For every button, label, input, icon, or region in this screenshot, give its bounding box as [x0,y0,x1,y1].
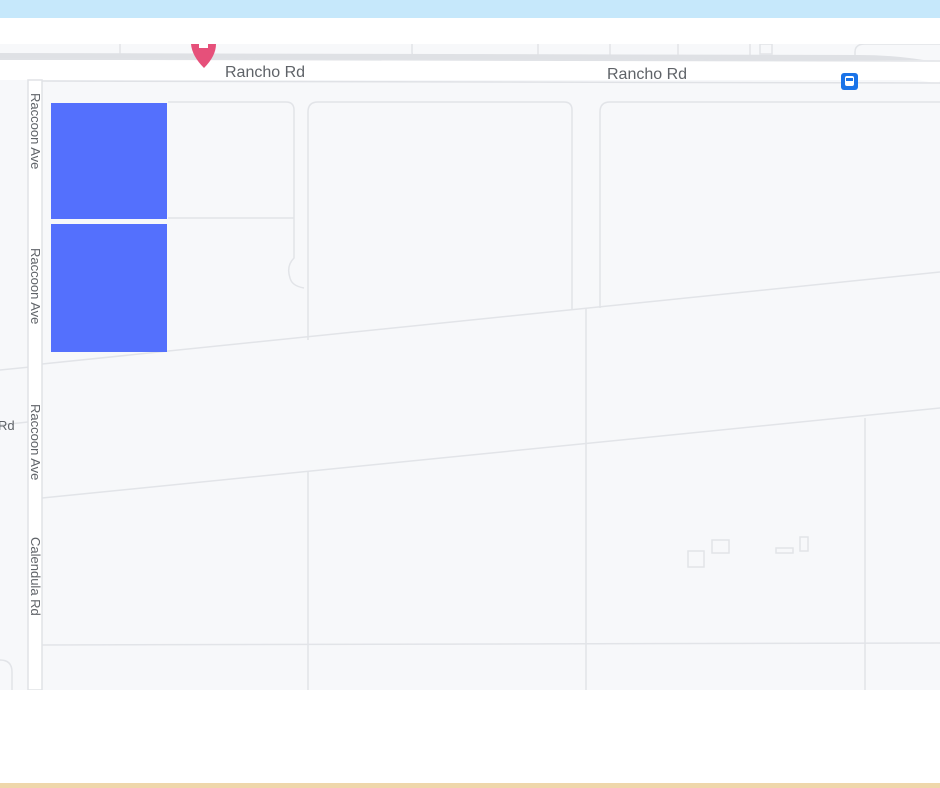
bus-stop-icon[interactable] [841,73,858,90]
road-label: Raccoon Ave [28,248,43,324]
road-label: Raccoon Ave [28,93,43,169]
map-canvas[interactable]: Rancho Rd Rancho Rd Raccoon Ave Raccoon … [0,44,940,690]
road-label: Rd [0,418,15,433]
highlighted-parcel[interactable] [51,103,167,219]
road-label: Calendula Rd [28,537,43,616]
road-label: Rancho Rd [607,66,687,83]
highlighted-parcel[interactable] [51,224,167,352]
road-label: Rancho Rd [225,64,305,81]
top-bar [0,0,940,18]
location-pin-icon[interactable] [191,44,216,68]
map-view[interactable]: Rancho Rd Rancho Rd Raccoon Ave Raccoon … [0,44,940,690]
bottom-bar [0,783,940,788]
road-label: Raccoon Ave [28,404,43,480]
